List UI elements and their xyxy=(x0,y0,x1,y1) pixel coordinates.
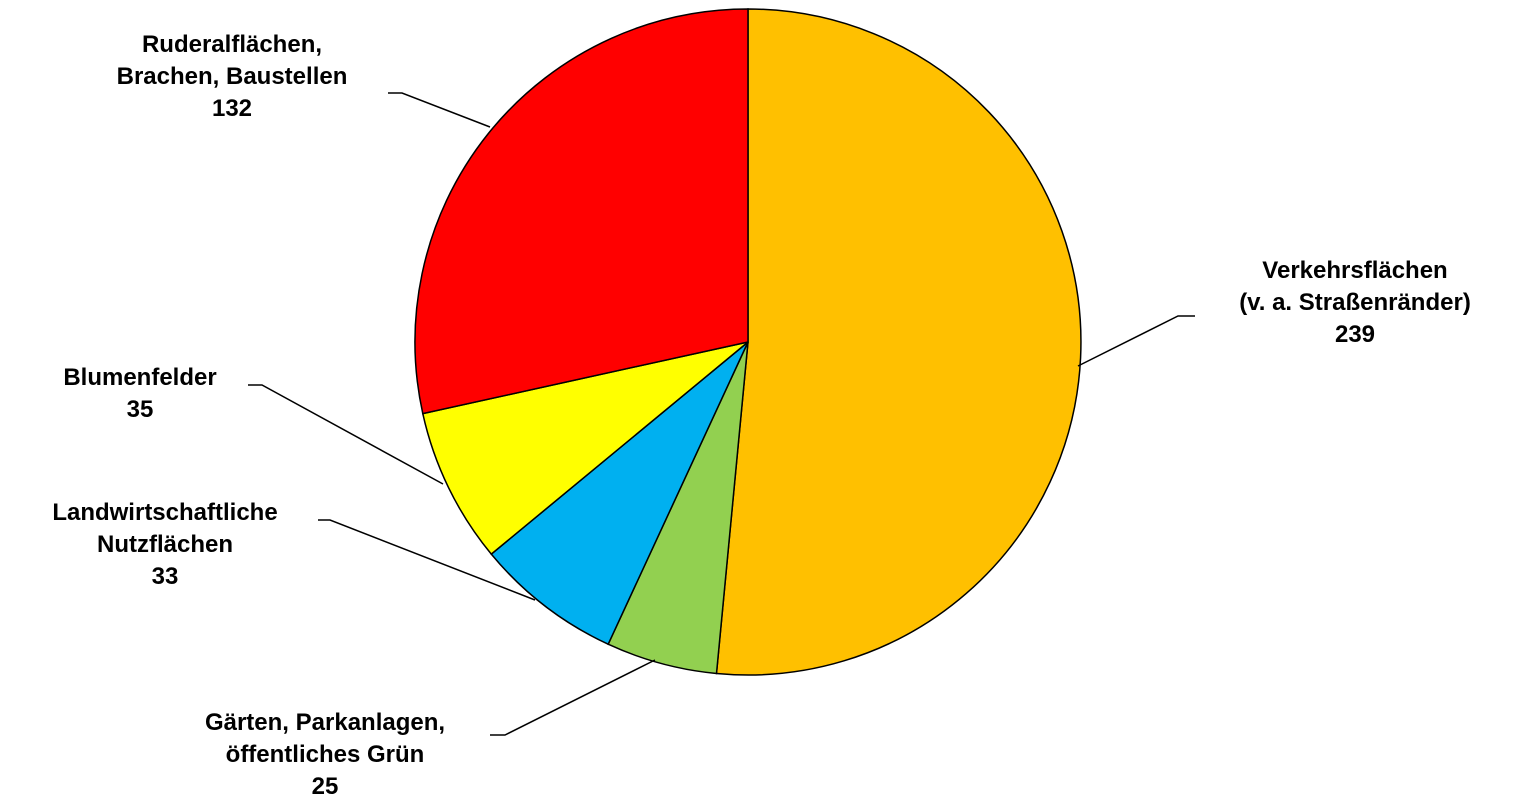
slice-label: Verkehrsflächen (v. a. Straßenränder) 239 xyxy=(1239,257,1471,348)
slice-label-line: Verkehrsflächen xyxy=(1262,257,1447,284)
data-labels: Verkehrsflächen (v. a. Straßenränder) 239 G… xyxy=(52,31,1471,800)
pie-slice xyxy=(421,341,749,556)
slice-label-line: Nutzflächen xyxy=(97,531,233,558)
slice-label: Gärten, Parkanlagen, öffentliches Grün 25 xyxy=(205,709,445,800)
leader-line xyxy=(1077,315,1195,367)
slice-value: 33 xyxy=(152,563,179,590)
leader-line xyxy=(490,659,656,736)
slice-label: Blumenfelder 35 xyxy=(63,364,216,423)
slice-label-line: Landwirtschaftliche xyxy=(52,499,277,526)
slice-label-line: Ruderalflächen, xyxy=(142,31,322,58)
slice-value: 239 xyxy=(1335,321,1375,348)
pie-slice xyxy=(414,8,749,415)
slice-label-line: öffentliches Grün xyxy=(226,741,425,768)
slice-label-line: Gärten, Parkanlagen, xyxy=(205,709,445,736)
leader-lines xyxy=(248,92,1195,736)
slice-value: 132 xyxy=(212,95,252,122)
leader-line xyxy=(388,92,491,128)
leader-line xyxy=(248,384,444,485)
slice-label: Landwirtschaftliche Nutzflächen 33 xyxy=(52,499,277,590)
pie-slice xyxy=(490,341,749,646)
slice-label-line: Brachen, Baustellen xyxy=(117,63,348,90)
pie-slices xyxy=(414,8,1082,676)
leader-line xyxy=(318,519,536,601)
slice-label-line: Blumenfelder xyxy=(63,364,216,391)
slice-label: Ruderalflächen, Brachen, Baustellen 132 xyxy=(117,31,348,122)
slice-value: 25 xyxy=(312,773,339,800)
slice-label-line: (v. a. Straßenränder) xyxy=(1239,289,1471,316)
pie-slice xyxy=(715,8,1082,676)
slice-value: 35 xyxy=(127,396,154,423)
